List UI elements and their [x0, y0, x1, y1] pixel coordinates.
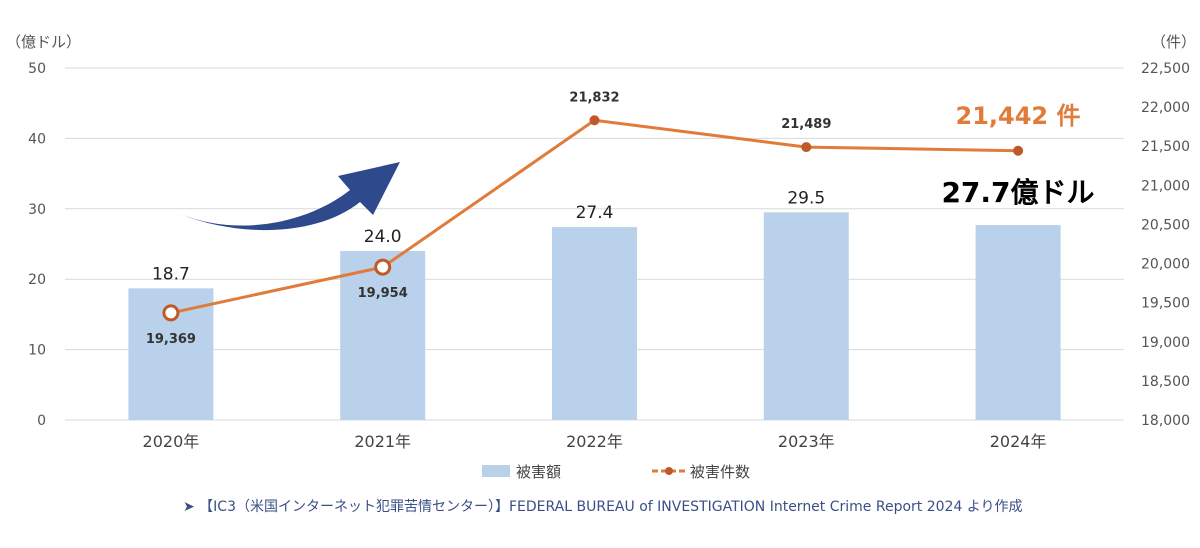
x-axis-category-label: 2021年 — [354, 432, 411, 451]
bar-damage-amount — [763, 212, 849, 420]
legend-marker-damage-count — [665, 467, 673, 475]
line-point-damage-count — [589, 115, 600, 126]
left-axis-tick-label: 20 — [28, 272, 46, 288]
legend-label-damage-amount: 被害額 — [516, 463, 561, 481]
right-axis-tick-label: 18,000 — [1141, 413, 1190, 429]
bars-layer — [128, 212, 1061, 420]
right-axis-tick-label: 21,500 — [1141, 139, 1190, 155]
highlight-count-2024: 21,442 件 — [956, 102, 1081, 130]
axes-layer: （億ドル） （件） 0 10 20 30 40 50 18,000 18,500 19,000 1… — [6, 33, 1196, 451]
right-axis-tick-label: 22,500 — [1141, 61, 1190, 77]
right-axis-tick-label: 21,000 — [1141, 178, 1190, 194]
trend-up-arrow-icon — [180, 162, 400, 231]
bar-damage-amount — [340, 251, 426, 420]
left-axis-tick-label: 40 — [28, 131, 46, 147]
line-point-damage-count — [162, 304, 180, 322]
bar-damage-amount — [975, 224, 1061, 420]
bar-value-label: 24.0 — [364, 227, 402, 247]
left-axis-unit-label: （億ドル） — [6, 33, 81, 51]
x-axis-category-label: 2020年 — [143, 432, 200, 451]
right-axis-unit-label: （件） — [1151, 33, 1196, 51]
line-value-label: 21,832 — [569, 90, 619, 105]
right-axis-tick-label: 19,000 — [1141, 335, 1190, 351]
line-value-label: 19,954 — [358, 286, 408, 301]
labels-layer: 18.7 24.0 27.4 29.5 19,369 19,954 21,832 21,489 — [146, 90, 832, 347]
line-layer — [162, 115, 1024, 322]
left-axis-tick-label: 0 — [37, 413, 46, 429]
highlight-amount-2024: 27.7億ドル — [941, 176, 1094, 209]
line-point-damage-count — [801, 142, 812, 153]
legend: 被害額 被害件数 — [482, 463, 750, 481]
source-note: ➤ 【IC3（米国インターネット犯罪苦情センター）】FEDERAL BUREAU… — [183, 499, 1023, 515]
left-axis-tick-label: 10 — [28, 343, 46, 359]
line-value-label: 21,489 — [781, 117, 831, 132]
line-value-label: 19,369 — [146, 332, 196, 347]
x-axis-category-label: 2023年 — [778, 432, 835, 451]
right-axis-tick-label: 20,500 — [1141, 217, 1190, 233]
bar-value-label: 27.4 — [576, 203, 614, 223]
bar-value-label: 18.7 — [152, 264, 190, 284]
x-axis-category-label: 2024年 — [990, 432, 1047, 451]
right-axis-tick-label: 22,000 — [1141, 100, 1190, 116]
left-axis-tick-label: 30 — [28, 202, 46, 218]
line-point-damage-count — [374, 258, 392, 276]
line-point-damage-count — [1013, 145, 1024, 156]
left-axis-tick-label: 50 — [28, 61, 46, 77]
right-axis-tick-label: 18,500 — [1141, 374, 1190, 390]
legend-swatch-damage-amount — [482, 465, 510, 477]
bar-value-label: 29.5 — [787, 188, 825, 208]
right-axis-tick-label: 19,500 — [1141, 296, 1190, 312]
highlight-layer: 21,442 件 27.7億ドル — [941, 102, 1094, 209]
bar-damage-amount — [552, 227, 637, 420]
legend-label-damage-count: 被害件数 — [690, 463, 750, 481]
right-axis-tick-label: 20,000 — [1141, 257, 1190, 273]
x-axis-category-label: 2022年 — [566, 432, 623, 451]
